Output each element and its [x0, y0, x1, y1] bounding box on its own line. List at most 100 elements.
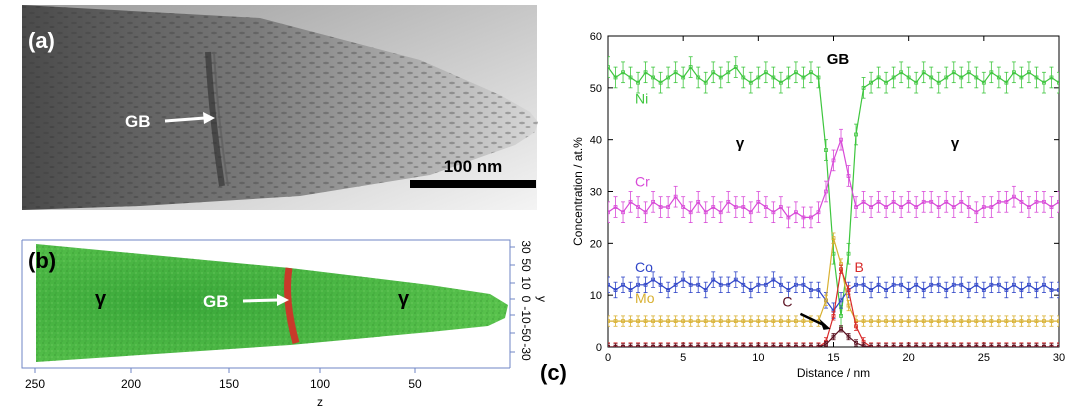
data-point: [944, 319, 949, 323]
data-point: [666, 345, 671, 347]
data-point: [778, 80, 783, 85]
data-point: [643, 70, 648, 75]
data-point: [974, 319, 979, 323]
z-tick-label: 250: [25, 377, 45, 391]
data-point: [989, 205, 994, 209]
data-point: [981, 205, 986, 209]
data-point: [763, 205, 768, 209]
data-point: [651, 345, 655, 347]
data-point: [613, 288, 618, 292]
y-tick-label: 50: [519, 258, 533, 272]
data-point: [696, 75, 701, 80]
data-point: [1034, 345, 1039, 347]
data-point: [613, 75, 618, 80]
data-point: [816, 345, 821, 347]
data-point: [966, 288, 971, 292]
data-point: [899, 70, 904, 75]
data-point: [718, 319, 723, 323]
y-tick-label: -30: [519, 343, 533, 361]
data-point: [1049, 288, 1054, 292]
data-point: [891, 282, 896, 287]
data-point: [974, 345, 979, 347]
data-point: [921, 345, 926, 347]
panel-b-gamma-right: γ: [398, 288, 410, 310]
data-point: [613, 345, 618, 347]
data-point: [839, 137, 843, 142]
tem-grain-boundary: [205, 51, 225, 187]
data-point: [703, 345, 708, 347]
series-label-mo: Mo: [635, 290, 655, 306]
data-point: [711, 277, 716, 282]
data-point: [801, 319, 806, 323]
data-point: [696, 282, 701, 287]
data-point: [733, 205, 738, 209]
panel-b-matrix-speckle: [36, 244, 508, 362]
panel-b-y-axis: 30 50 10 0 -10-50-30 y: [510, 240, 549, 361]
data-point: [876, 345, 881, 347]
data-point: [839, 267, 843, 272]
data-point: [681, 205, 686, 209]
x-tick-label: 25: [978, 352, 990, 364]
panel-a-scalebar: [410, 180, 536, 188]
data-point: [884, 288, 889, 292]
data-point: [1042, 282, 1046, 287]
data-point: [831, 313, 836, 318]
data-point: [1042, 319, 1046, 323]
data-point: [944, 288, 949, 292]
data-point: [688, 345, 693, 347]
data-point: [981, 345, 986, 347]
data-point: [1004, 80, 1009, 85]
data-point: [1027, 282, 1031, 287]
panel-b-gb-arrow-head: [277, 294, 289, 306]
y-axis-label: Concentration / at.%: [571, 137, 585, 246]
data-point: [884, 205, 889, 209]
data-point: [741, 282, 746, 287]
data-point: [726, 319, 731, 323]
data-point: [1049, 345, 1054, 347]
data-point: [636, 319, 640, 323]
data-point: [981, 319, 986, 323]
data-point: [718, 282, 723, 287]
data-point: [906, 288, 911, 292]
data-point: [936, 345, 941, 347]
tem-contrast-texture: [22, 5, 538, 210]
data-point: [666, 319, 671, 323]
data-point: [673, 282, 678, 287]
series-c: [608, 325, 1059, 347]
data-point: [681, 277, 686, 282]
data-point: [824, 342, 828, 347]
data-point: [951, 345, 956, 347]
data-point: [771, 210, 776, 215]
data-point: [891, 319, 896, 323]
data-point: [801, 345, 806, 347]
c-callout-arrow-head: [819, 318, 831, 330]
data-point: [696, 199, 701, 204]
data-point: [951, 205, 956, 209]
data-point: [801, 215, 806, 220]
data-point: [1004, 319, 1009, 323]
data-point: [974, 75, 979, 80]
data-point: [658, 282, 663, 287]
x-axis-label: Distance / nm: [797, 366, 870, 380]
series-mo: [608, 232, 1059, 327]
data-point: [636, 345, 640, 347]
panel-c-gamma-right: γ: [951, 135, 960, 152]
data-point: [1027, 205, 1031, 209]
data-point: [1049, 319, 1054, 323]
data-point: [1012, 345, 1016, 347]
data-point: [786, 319, 791, 323]
data-point: [936, 205, 941, 209]
data-point: [794, 345, 798, 347]
data-point: [794, 210, 798, 215]
data-point: [1042, 80, 1046, 85]
data-point: [688, 319, 693, 323]
data-point: [831, 334, 836, 339]
data-point: [846, 334, 851, 339]
data-point: [673, 319, 678, 323]
data-point: [996, 75, 1001, 80]
data-point: [613, 205, 618, 209]
data-point: [1027, 319, 1031, 323]
series-label-ni: Ni: [635, 90, 648, 106]
z-tick-label: 150: [219, 377, 239, 391]
data-point: [839, 326, 843, 331]
